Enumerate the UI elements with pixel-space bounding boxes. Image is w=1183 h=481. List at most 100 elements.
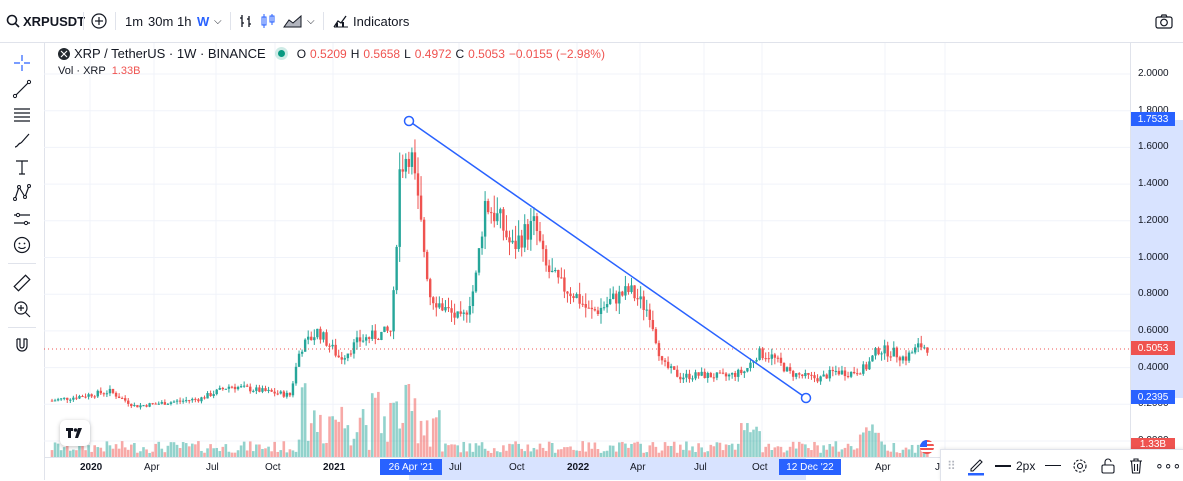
volume-bar: [96, 447, 100, 457]
crosshair-tool-icon[interactable]: [10, 51, 34, 75]
candle-body: [181, 400, 185, 402]
drag-handle-icon[interactable]: ⠿: [947, 458, 956, 473]
volume-bar: [297, 439, 301, 457]
volume-bar: [145, 449, 148, 457]
brush-tool-icon[interactable]: [10, 129, 34, 153]
volume-bar: [535, 449, 539, 457]
time-tick-label: Oct: [265, 462, 281, 473]
candle-body: [627, 286, 630, 293]
prediction-tool-icon[interactable]: [10, 207, 34, 231]
candle-body: [639, 296, 642, 300]
candle-body: [361, 340, 365, 342]
candle-body: [590, 307, 594, 310]
volume-bar: [191, 443, 194, 457]
line-color-button[interactable]: [967, 450, 985, 481]
interval-1h[interactable]: 1h: [177, 13, 192, 29]
interval-1m[interactable]: 1m: [125, 13, 144, 29]
volume-bar: [736, 443, 740, 457]
candle-body: [694, 372, 697, 379]
candle-body: [490, 212, 493, 214]
line-style-button[interactable]: [1045, 450, 1061, 481]
volume-label: Vol · XRP: [58, 65, 106, 77]
candle-body: [493, 212, 496, 222]
bar-chart-type-icon[interactable]: [238, 0, 254, 42]
volume-bar: [730, 443, 734, 457]
candle-body: [926, 347, 929, 353]
candles-chart-type-icon[interactable]: [260, 0, 276, 42]
volume-bar: [389, 402, 392, 457]
volume-bar: [624, 443, 627, 457]
trend-line-tool-icon[interactable]: [10, 77, 34, 101]
pattern-tool-icon[interactable]: [10, 181, 34, 205]
volume-bar: [892, 442, 896, 457]
delete-button[interactable]: [1129, 450, 1143, 481]
candle-body: [194, 398, 197, 400]
volume-bar: [123, 447, 127, 457]
volume-bar: [813, 441, 816, 457]
interval-w[interactable]: W: [197, 13, 210, 29]
text-tool-icon[interactable]: [10, 155, 34, 179]
candle-body: [300, 351, 304, 354]
volume-bar: [428, 446, 432, 457]
volume-bar: [194, 444, 197, 457]
volume-bar: [447, 445, 450, 457]
lock-button[interactable]: [1101, 450, 1115, 481]
tradingview-logo[interactable]: [60, 420, 90, 446]
volume-bar: [810, 450, 813, 457]
candle-body: [282, 391, 285, 397]
time-axis[interactable]: [44, 457, 1130, 481]
candle-body: [688, 373, 691, 380]
drawing-tools-sidebar: [0, 43, 45, 480]
candle-body: [779, 357, 783, 363]
interval-30m[interactable]: 30m: [148, 13, 174, 29]
volume-bar: [566, 447, 569, 457]
time-tick-label: Oct: [752, 462, 768, 473]
candle-body: [895, 347, 899, 358]
volume-bar: [361, 409, 365, 457]
candle-body: [563, 277, 566, 292]
candle-body: [743, 371, 746, 374]
candle-body: [56, 399, 60, 401]
candle-body: [200, 397, 203, 402]
candle-body: [249, 386, 252, 392]
price-axis[interactable]: [1130, 42, 1183, 457]
volume-bar: [450, 444, 453, 457]
volume-bar: [53, 442, 57, 457]
volume-bar: [343, 428, 347, 457]
symbol-search[interactable]: XRPUSDT: [6, 0, 85, 42]
candle-body: [72, 397, 75, 400]
line-width-button[interactable]: 2px: [995, 450, 1035, 481]
ruler-measure-icon[interactable]: [10, 271, 34, 295]
zoom-in-icon[interactable]: [10, 297, 34, 321]
volume-bar: [822, 445, 825, 457]
area-chart-type-icon[interactable]: [283, 0, 303, 42]
chart-type-chevron-icon[interactable]: ⌵: [307, 15, 315, 27]
indicators-button[interactable]: Indicators: [333, 0, 409, 42]
volume-bar: [328, 416, 331, 457]
candle-body: [599, 307, 603, 314]
candle-body: [416, 173, 420, 196]
xrp-logo-icon: [58, 47, 70, 60]
candle-body: [291, 383, 295, 396]
snapshot-camera-button[interactable]: [1155, 0, 1173, 42]
more-options-icon[interactable]: ∘∘∘: [1155, 457, 1182, 473]
fib-retracement-tool-icon[interactable]: [10, 103, 34, 127]
open-value: 0.5209: [310, 46, 347, 61]
price-tick-label: 1.0000: [1138, 251, 1169, 263]
interval-dropdown-chevron-icon[interactable]: ⌵: [214, 15, 222, 27]
volume-bar: [669, 446, 673, 457]
emoji-tool-icon[interactable]: [10, 233, 34, 257]
volume-bar: [862, 432, 865, 457]
magnet-icon[interactable]: [10, 333, 34, 357]
drawing-settings-toolbar: ⠿ 2px ∘∘∘: [940, 449, 1183, 481]
candle-body: [486, 201, 490, 213]
candle-body: [246, 385, 249, 387]
volume-bar: [239, 445, 243, 457]
candle-body: [87, 394, 90, 397]
chart-grid: [44, 43, 1130, 457]
volume-bar: [679, 444, 682, 457]
compare-add-button[interactable]: [91, 0, 107, 42]
settings-gear-button[interactable]: [1072, 450, 1088, 481]
candle-body: [569, 293, 572, 297]
